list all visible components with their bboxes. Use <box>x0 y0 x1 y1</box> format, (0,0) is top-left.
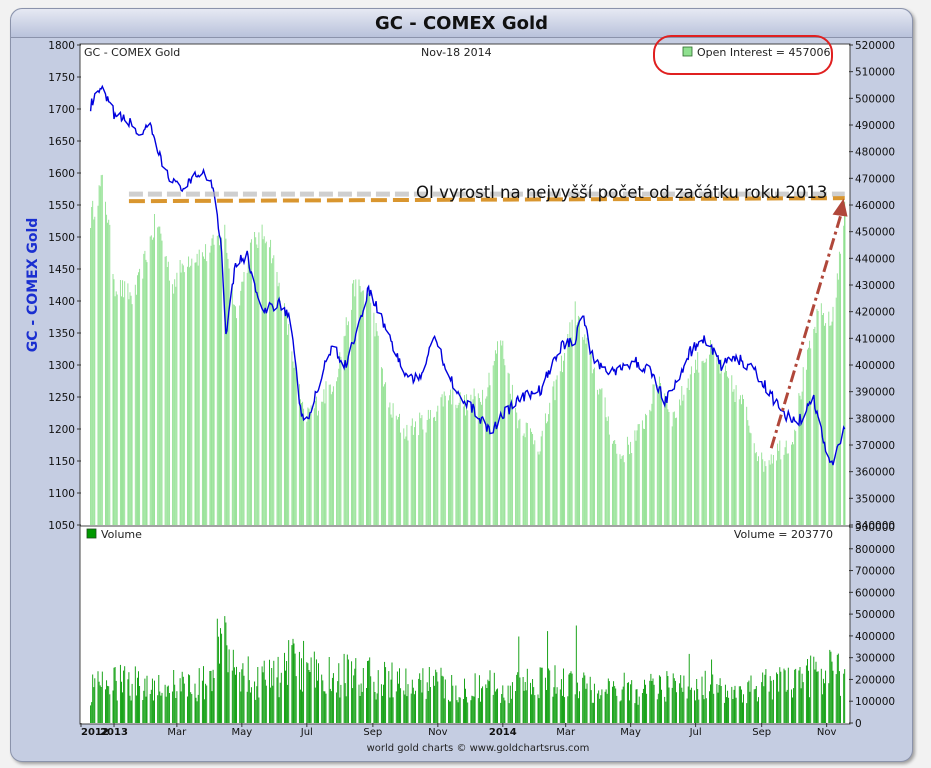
volume-value-label: Volume = 203770 <box>734 528 833 541</box>
volume-axis: 0 100000 200000 300000 400000 500000 600000 700… <box>849 522 895 730</box>
oi-tick-label: 410000 <box>855 333 895 345</box>
price-line-group <box>89 84 846 466</box>
price-tick-label: 1700 <box>48 104 75 116</box>
oi-tick-label: 360000 <box>855 467 895 479</box>
volume-legend-text: Volume <box>101 528 142 541</box>
price-tick-label: 1200 <box>48 424 75 436</box>
x-tick-label: Jul <box>300 727 313 738</box>
oi-tick-label: 440000 <box>855 253 895 265</box>
oi-tick-label: 470000 <box>855 173 895 185</box>
price-line <box>89 84 846 466</box>
chart-title: GC - COMEX Gold <box>374 13 549 34</box>
annotation-group <box>128 191 848 449</box>
volume-panel <box>79 525 851 725</box>
volume-tick-label: 300000 <box>855 653 895 665</box>
volume-tick-label: 0 <box>855 718 862 730</box>
x-tick-label: Jul <box>689 727 702 738</box>
x-tick-label: 2013 <box>100 727 128 738</box>
x-tick-label: Nov <box>817 727 837 738</box>
volume-tick-label: 100000 <box>855 696 895 708</box>
annotation-arrow-line <box>769 212 843 449</box>
x-tick-label: Mar <box>556 727 576 738</box>
price-tick-label: 1300 <box>48 360 75 372</box>
price-tick-label: 1050 <box>48 520 75 532</box>
x-tick-label: Sep <box>363 727 382 738</box>
volume-tick-label: 400000 <box>855 631 895 643</box>
annotation-text: OI vyrostl na nejvyšší počet od začátku … <box>416 183 827 202</box>
price-tick-label: 1100 <box>48 488 75 500</box>
volume-tick-label: 600000 <box>855 587 895 599</box>
oi-tick-label: 380000 <box>855 413 895 425</box>
volume-tick-label: 800000 <box>855 544 895 556</box>
price-tick-label: 1750 <box>48 72 75 84</box>
x-tick-label: Sep <box>752 727 771 738</box>
volume-tick-label: 200000 <box>855 674 895 686</box>
chart-svg: 1050 1100 1150 1200 1250 1300 1350 1400 1450 1500… <box>25 35 895 754</box>
price-panel-label: GC - COMEX Gold <box>84 46 180 59</box>
price-axis: 1050 1100 1150 1200 1250 1300 1350 1400 1450 1500… <box>48 40 81 532</box>
date-label: Nov-18 2014 <box>421 46 492 59</box>
volume-tick-label: 700000 <box>855 566 895 578</box>
credit-text: world gold charts © www.goldchartsrus.co… <box>367 743 590 754</box>
oi-tick-label: 350000 <box>855 493 895 505</box>
oi-tick-label: 520000 <box>855 40 895 52</box>
price-tick-label: 1150 <box>48 456 75 468</box>
oi-tick-label: 460000 <box>855 200 895 212</box>
x-tick-label: May <box>231 727 252 738</box>
oi-tick-label: 450000 <box>855 227 895 239</box>
x-tick-label: May <box>620 727 641 738</box>
oi-tick-label: 500000 <box>855 93 895 105</box>
oi-tick-label: 340000 <box>855 520 895 532</box>
oi-tick-label: 480000 <box>855 147 895 159</box>
x-tick-label: Nov <box>428 727 448 738</box>
price-tick-label: 1450 <box>48 264 75 276</box>
volume-tick-label: 500000 <box>855 609 895 621</box>
price-tick-label: 1400 <box>48 296 75 308</box>
chart-window: GC - COMEX Gold 1050 1100 1150 1200 1250 1300… <box>10 8 913 762</box>
oi-legend-text: Open Interest = 457006 <box>697 46 830 59</box>
price-tick-label: 1800 <box>48 40 75 52</box>
annotation-arrow-head <box>832 198 848 217</box>
volume-bars <box>90 616 846 723</box>
oi-tick-label: 400000 <box>855 360 895 372</box>
oi-tick-label: 430000 <box>855 280 895 292</box>
price-tick-label: 1600 <box>48 168 75 180</box>
price-tick-label: 1250 <box>48 392 75 404</box>
x-tick-label: 2014 <box>489 727 517 738</box>
open-interest-axis: 340000 350000 360000 370000 380000 390000 4000… <box>849 40 895 532</box>
oi-tick-label: 490000 <box>855 120 895 132</box>
oi-tick-label: 510000 <box>855 67 895 79</box>
title-bar: GC - COMEX Gold <box>11 9 912 38</box>
price-tick-label: 1550 <box>48 200 75 212</box>
oi-tick-label: 390000 <box>855 387 895 399</box>
x-tick-label: Mar <box>167 727 187 738</box>
oi-legend-highlight <box>653 35 833 75</box>
price-tick-label: 1650 <box>48 136 75 148</box>
annotation-dashed-line <box>128 196 845 204</box>
y-axis-title: GC - COMEX Gold <box>25 218 41 353</box>
oi-tick-label: 370000 <box>855 440 895 452</box>
oi-tick-label: 420000 <box>855 307 895 319</box>
oi-legend-swatch <box>682 46 693 57</box>
price-tick-label: 1500 <box>48 232 75 244</box>
price-tick-label: 1350 <box>48 328 75 340</box>
volume-legend-swatch <box>86 528 97 539</box>
volume-tick-label: 900000 <box>855 522 895 534</box>
x-tick-label: 2012 <box>81 727 109 738</box>
open-interest-bars <box>90 174 846 525</box>
price-panel <box>79 43 851 527</box>
